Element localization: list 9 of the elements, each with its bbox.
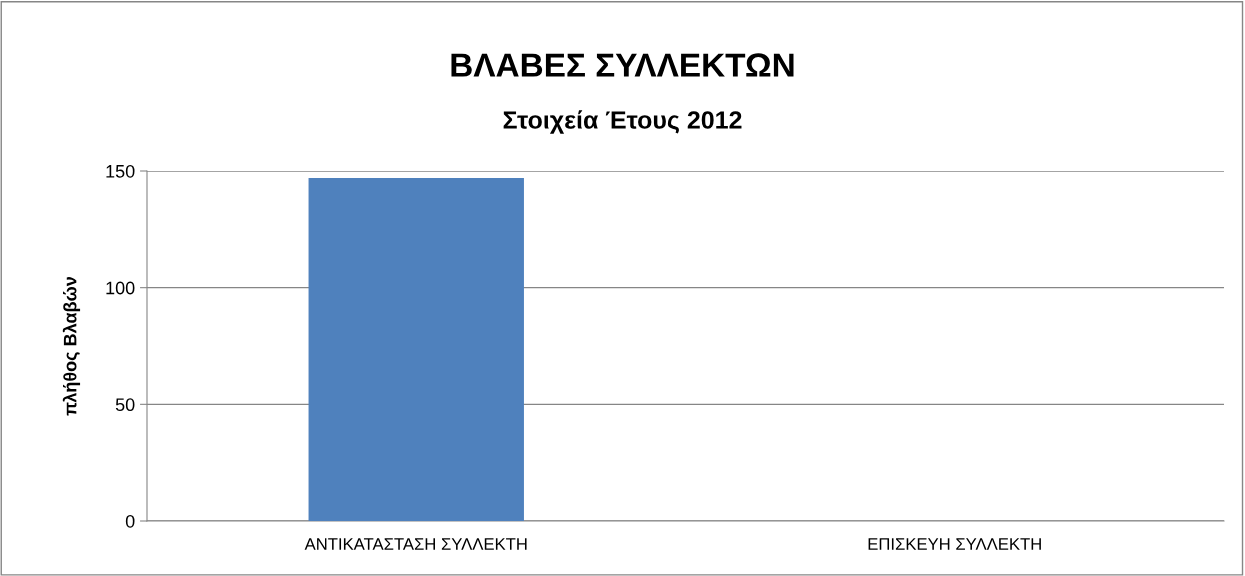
y-tick-label: 100: [106, 281, 135, 295]
y-tick-label: 0: [125, 514, 135, 528]
y-axis-title: πλήθος Βλαβών: [62, 276, 81, 416]
x-tick-label: ΑΝΤΙΚΑΤΑΣΤΑΣΗ ΣΥΛΛΕΚΤΗ: [304, 538, 527, 550]
chart-title: ΒΛΑΒΕΣ ΣΥΛΛΕΚΤΩΝ: [451, 53, 794, 77]
y-tick-label: 50: [115, 398, 135, 412]
x-tick-label: ΕΠΙΣΚΕΥΗ ΣΥΛΛΕΚΤΗ: [868, 538, 1041, 550]
chart-subtitle: Στοιχεία Έτους 2012: [503, 110, 742, 134]
y-tick-label: 150: [106, 164, 135, 178]
